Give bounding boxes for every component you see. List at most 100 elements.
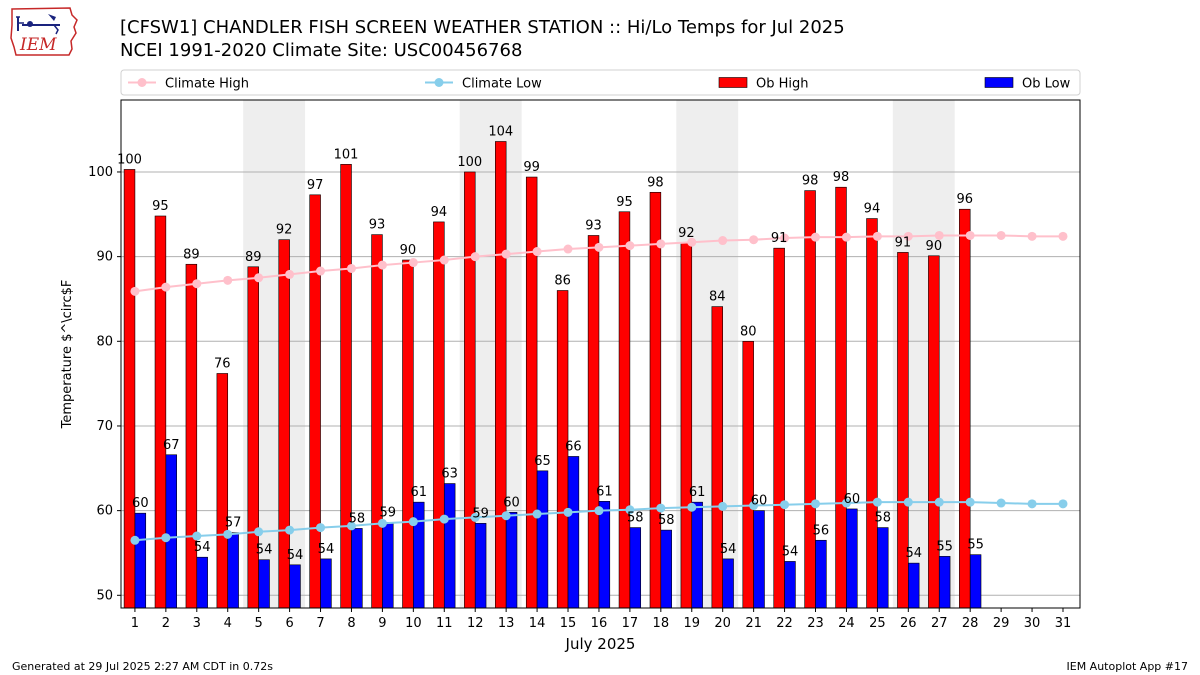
iem-logo: IEM	[8, 5, 82, 61]
x-tick-label: 7	[316, 616, 324, 631]
climate-high-point	[470, 252, 480, 262]
ob-low-bar	[815, 539, 827, 609]
chart-subtitle: NCEI 1991-2020 Climate Site: USC00456768	[120, 40, 523, 61]
climate-high-point	[872, 231, 882, 241]
climate-low-point	[501, 511, 511, 521]
y-tick-label: 100	[88, 165, 113, 180]
climate-high-point	[718, 236, 728, 246]
x-tick-label: 2	[162, 616, 170, 631]
generated-footer: Generated at 29 Jul 2025 2:27 AM CDT in …	[12, 660, 273, 673]
ob-low-bar	[846, 508, 858, 609]
ob-low-data-label: 67	[163, 438, 180, 453]
climate-low-point	[223, 529, 233, 539]
ob-high-data-label: 86	[554, 274, 571, 289]
ob-low-data-label: 65	[534, 454, 551, 469]
ob-low-data-label: 66	[565, 439, 582, 454]
ob-high-data-label: 91	[771, 231, 788, 246]
climate-high-point	[254, 273, 264, 283]
ob-high-data-label: 93	[585, 218, 602, 233]
climate-high-point	[841, 232, 851, 242]
climate-low-point	[1058, 499, 1068, 509]
ob-high-bar	[804, 190, 816, 609]
climate-low-point	[408, 517, 418, 527]
ob-high-bar	[433, 221, 445, 609]
x-tick-label: 16	[591, 616, 608, 631]
climate-high-point	[192, 279, 202, 289]
ob-high-data-label: 80	[740, 324, 757, 339]
ob-high-data-label: 91	[895, 235, 912, 250]
ob-high-data-label: 92	[678, 226, 695, 241]
ob-low-bar	[165, 454, 177, 609]
ob-low-bar	[877, 527, 889, 609]
climate-high-point	[749, 235, 759, 245]
ob-low-bar	[908, 562, 920, 609]
ob-low-data-label: 61	[689, 485, 706, 500]
ob-high-data-label: 104	[488, 124, 513, 139]
ob-low-data-label: 59	[380, 505, 397, 520]
ob-low-data-label: 63	[441, 467, 458, 482]
climate-high-point	[811, 232, 821, 242]
x-tick-label: 14	[529, 616, 546, 631]
chart-title: [CFSW1] CHANDLER FISH SCREEN WEATHER STA…	[120, 17, 845, 38]
ob-high-data-label: 100	[117, 152, 142, 167]
climate-low-point	[718, 501, 728, 511]
ob-high-data-label: 95	[616, 195, 633, 210]
climate-low-point	[532, 509, 542, 519]
ob-high-data-label: 95	[152, 199, 169, 214]
ob-high-bar	[340, 164, 352, 609]
climate-low-point	[841, 498, 851, 508]
ob-high-data-label: 96	[956, 192, 973, 207]
ob-low-data-label: 54	[905, 546, 922, 561]
legend-ob-high-swatch	[718, 77, 748, 88]
ob-high-data-label: 90	[926, 239, 943, 254]
x-tick-label: 3	[193, 616, 201, 631]
y-axis-label: Temperature $^\circ$F	[60, 280, 75, 430]
ob-low-data-label: 58	[349, 511, 366, 526]
climate-high-point	[130, 286, 140, 296]
ob-high-data-label: 98	[802, 174, 819, 189]
x-tick-label: 24	[838, 616, 855, 631]
y-tick-label: 50	[96, 588, 113, 603]
ob-low-data-label: 59	[472, 506, 489, 521]
plot-frame	[120, 99, 1081, 609]
ob-low-bar	[474, 523, 487, 609]
ob-low-bar	[784, 561, 796, 609]
x-tick-label: 25	[869, 616, 886, 631]
ob-high-bar	[371, 234, 383, 609]
ob-high-data-label: 99	[523, 160, 540, 175]
ob-low-bar	[227, 532, 239, 609]
ob-low-data-label: 58	[627, 511, 644, 526]
climate-high-point	[316, 266, 326, 276]
x-tick-label: 28	[962, 616, 979, 631]
ob-high-data-label: 92	[276, 223, 293, 238]
ob-low-bar	[258, 559, 270, 609]
climate-high-point	[532, 247, 542, 257]
x-tick-label: 23	[807, 616, 824, 631]
ob-high-data-label: 98	[833, 170, 850, 185]
ob-low-bar	[938, 556, 951, 609]
ob-low-bar	[536, 470, 549, 609]
x-tick-label: 31	[1055, 616, 1072, 631]
y-tick-label: 70	[96, 419, 113, 434]
ob-low-data-label: 56	[813, 523, 830, 538]
climate-low-point	[594, 506, 604, 516]
climate-high-point	[1058, 231, 1068, 241]
y-tick-label: 80	[96, 334, 113, 349]
ob-low-bar	[660, 529, 672, 609]
ob-low-data-label: 61	[596, 484, 613, 499]
ob-low-data-label: 58	[875, 511, 892, 526]
ob-high-bar	[402, 259, 414, 609]
ob-low-bar	[443, 483, 456, 609]
climate-high-point	[408, 258, 418, 268]
x-tick-label: 26	[900, 616, 917, 631]
climate-low-point	[439, 514, 449, 524]
climate-low-point	[903, 497, 913, 507]
ob-low-bar	[722, 558, 734, 609]
climate-low-point	[687, 502, 697, 512]
ob-high-bar	[835, 186, 847, 609]
climate-high-point	[161, 282, 171, 292]
ob-high-bar	[495, 141, 507, 609]
iem-iowa-logo-icon: IEM	[10, 7, 78, 56]
ob-high-bar	[216, 373, 229, 609]
